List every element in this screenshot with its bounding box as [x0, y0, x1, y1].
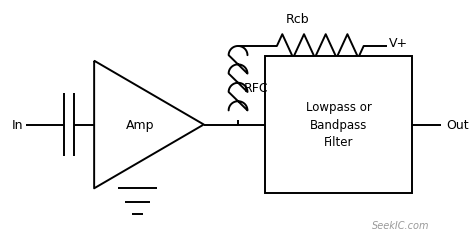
Text: SeekIC.com: SeekIC.com	[372, 220, 429, 230]
Text: Rcb: Rcb	[286, 13, 309, 26]
Text: RFC: RFC	[244, 82, 268, 95]
Text: In: In	[12, 118, 23, 132]
Text: V+: V+	[389, 37, 408, 50]
Text: Out: Out	[446, 118, 468, 132]
Bar	[265, 56, 411, 194]
Text: Lowpass or
Bandpass
Filter: Lowpass or Bandpass Filter	[306, 101, 372, 149]
Text: Amp: Amp	[126, 118, 154, 132]
